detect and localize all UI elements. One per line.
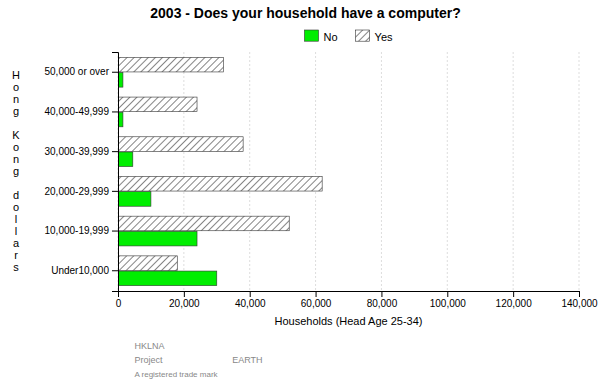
annotation: A registered trade mark [134, 370, 218, 379]
bar [118, 231, 197, 246]
y-tick: 20,000-29,999 [44, 186, 118, 197]
x-tick: 120,000 [496, 291, 533, 309]
legend-label: No [323, 31, 337, 43]
annotation: HKLNA [134, 341, 164, 351]
bar [118, 57, 223, 72]
y-tick-mark [112, 72, 118, 73]
grid-line [249, 52, 250, 291]
x-tick-mark [381, 291, 382, 297]
x-tick-mark [316, 291, 317, 297]
y-tick: 30,000-39,999 [44, 146, 118, 157]
bar [118, 137, 243, 152]
x-tick-mark [579, 291, 580, 297]
x-tick-mark [513, 291, 514, 297]
y-axis-title: Hong Kong dollars [12, 68, 20, 272]
grid-line [315, 52, 316, 291]
x-tick-label: 40,000 [235, 298, 266, 309]
grid [118, 52, 579, 291]
x-tick-label: 140,000 [561, 298, 598, 309]
grid-line [183, 52, 184, 291]
y-tick-mark [112, 191, 118, 192]
bar [118, 176, 322, 191]
annotation: Project [134, 355, 163, 365]
x-tick-label: 120,000 [496, 298, 533, 309]
legend-swatch [304, 30, 318, 41]
bar [118, 192, 151, 207]
y-axis-line [112, 53, 119, 292]
x-tick-mark [184, 291, 185, 297]
annotation: EARTH [232, 355, 262, 365]
grid-line [579, 52, 580, 291]
chart: 0 20,000 40,000 60,000 80,000 100,000 120,000 1… [0, 0, 611, 391]
x-tick: 140,000 [561, 291, 598, 309]
y-tick: 50,000 or over [45, 66, 119, 77]
y-tick-mark [112, 270, 118, 271]
y-tick: Under10,000 [51, 265, 118, 276]
grid-line [447, 52, 448, 291]
y-tick-mark [112, 231, 118, 232]
legend: No Yes [304, 30, 393, 43]
x-tick-mark [250, 291, 251, 297]
bars [118, 57, 322, 285]
x-axis-title: Households (Head Age 25-34) [275, 315, 423, 327]
bar [118, 216, 289, 231]
x-tick: 80,000 [367, 291, 398, 309]
bar [118, 271, 217, 286]
x-tick-label: 60,000 [301, 298, 332, 309]
bar [118, 256, 177, 271]
grid-line [381, 52, 382, 291]
x-tick-label: 100,000 [430, 298, 467, 309]
x-tick-label: 0 [116, 298, 122, 309]
legend-swatch [356, 30, 370, 41]
y-tick-label: 30,000-39,999 [44, 146, 109, 157]
x-tick: 40,000 [235, 291, 266, 309]
y-tick-mark [112, 111, 118, 112]
grid-line [513, 52, 514, 291]
bar [118, 97, 197, 112]
y-tick-label: 50,000 or over [45, 66, 110, 77]
legend-item: Yes [356, 30, 393, 43]
x-tick-label: 20,000 [169, 298, 200, 309]
x-tick: 100,000 [430, 291, 467, 309]
y-tick-label: 20,000-29,999 [44, 186, 109, 197]
y-tick-label: Under10,000 [51, 265, 109, 276]
legend-label: Yes [375, 31, 393, 43]
title: 2003 - Does your household have a comput… [150, 5, 460, 21]
x-axis: 0 20,000 40,000 60,000 80,000 100,000 120,000 1… [116, 291, 598, 309]
legend-item: No [304, 30, 337, 43]
y-tick-mark [112, 151, 118, 152]
x-axis-line [119, 292, 580, 298]
y-tick: 10,000-19,999 [44, 225, 118, 236]
x-tick: 20,000 [169, 291, 200, 309]
bar [118, 152, 133, 167]
x-tick-label: 80,000 [367, 298, 398, 309]
y-axis: 50,000 or over 40,000-49,999 30,000-39,999… [44, 53, 118, 292]
x-tick: 0 [116, 291, 122, 309]
y-tick: 40,000-49,999 [44, 106, 118, 117]
y-tick-label: 40,000-49,999 [44, 106, 109, 117]
x-tick: 60,000 [301, 291, 332, 309]
x-tick-mark [447, 291, 448, 297]
y-tick-label: 10,000-19,999 [44, 225, 109, 236]
